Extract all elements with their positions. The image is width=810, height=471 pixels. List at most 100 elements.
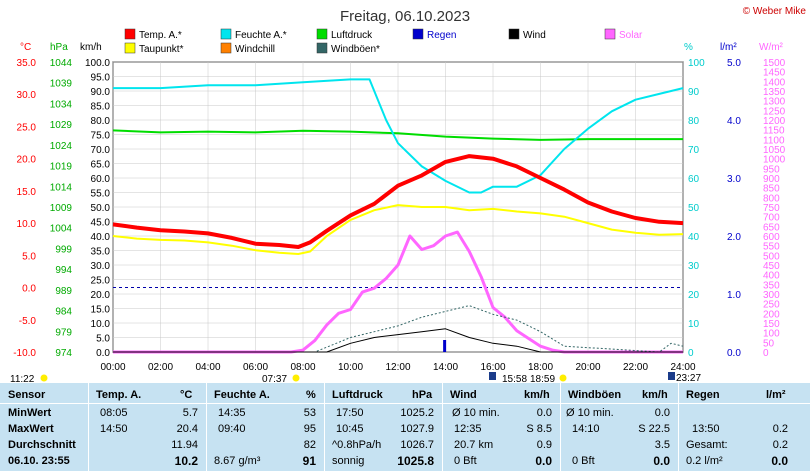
tick-wind: 60.0: [91, 174, 111, 185]
tick-solar: 250: [763, 300, 780, 311]
axis-unit-temp: °C: [20, 42, 31, 53]
wind-avg-value: 0.9: [536, 439, 552, 451]
tick-wind: 100.0: [85, 58, 110, 69]
tick-solar: 1500: [763, 58, 786, 69]
weather-chart: Freitag, 06.10.2023 © Weber Mike Temp. A…: [10, 6, 807, 383]
legend-label: Taupunkt*: [139, 44, 184, 55]
tick-pressure: 1019: [50, 162, 73, 173]
hum-absolute: 8.67 g/m³: [214, 455, 261, 467]
header-sensor: Sensor: [8, 389, 46, 401]
copyright-text: © Weber Mike: [743, 6, 807, 17]
tick-wind: 25.0: [91, 276, 111, 287]
rain-rate: 0.2 l/m²: [686, 455, 723, 467]
tick-temp: 30.0: [17, 90, 37, 101]
tick-humidity: 100: [688, 58, 705, 69]
tick-humidity: 20: [688, 290, 700, 301]
tick-solar: 200: [763, 309, 780, 320]
tick-pressure: 974: [55, 348, 72, 359]
tick-wind: 70.0: [91, 145, 111, 156]
tick-solar: 650: [763, 222, 780, 233]
chart-series: [112, 78, 684, 354]
tick-wind: 45.0: [91, 218, 111, 229]
sun-icon: [292, 374, 300, 382]
tick-rain: 3.0: [727, 174, 741, 185]
tick-pressure: 1009: [50, 203, 73, 214]
tick-humidity: 10: [688, 319, 700, 330]
tick-rain: 2.0: [727, 232, 741, 243]
axis-unit-rain: l/m²: [720, 42, 737, 53]
hum-max-time: 09:40: [218, 423, 246, 435]
legend-label: Wind: [523, 30, 546, 41]
row-label-min: MinWert: [8, 407, 52, 419]
temp-now-value: 10.2: [174, 454, 198, 468]
tick-solar: 1100: [763, 135, 785, 146]
tick-solar: 450: [763, 261, 780, 272]
time-mark-sun: 07:37: [262, 374, 287, 383]
legend-swatch: [604, 28, 616, 40]
tick-temp: 15.0: [17, 187, 37, 198]
series-taupunkt: [112, 204, 684, 255]
tick-solar: 900: [763, 174, 780, 185]
wind-bft: 0 Bft: [454, 455, 477, 467]
tick-humidity: 90: [688, 87, 700, 98]
rain-max-time: 13:50: [692, 423, 720, 435]
row-label-max: MaxWert: [8, 423, 54, 435]
tick-solar: 50: [763, 338, 775, 349]
header-wind: Wind: [450, 389, 477, 401]
series-windb-en: [113, 305, 684, 353]
tick-wind: 5.0: [96, 334, 110, 345]
tick-x: 06:00: [243, 362, 268, 373]
header-hum-unit: %: [306, 389, 316, 401]
tick-x: 00:00: [100, 362, 125, 373]
legend-swatch: [124, 42, 136, 54]
temp-max-value: 20.4: [176, 423, 198, 435]
tick-solar: 400: [763, 271, 780, 282]
tick-humidity: 80: [688, 116, 700, 127]
tick-temp: -10.0: [13, 348, 36, 359]
tick-wind: 40.0: [91, 232, 111, 243]
calendar-icon: [668, 372, 675, 380]
wind-max-time: 12:35: [454, 423, 482, 435]
tick-solar: 1050: [763, 145, 786, 156]
tick-temp: 20.0: [17, 155, 37, 166]
chart-axes: -10.0 -5.0 0.0 5.0 10.0 15.0 20.0 25.0 30.0 35.0 9…: [13, 58, 785, 373]
press-min-time: 17:50: [336, 407, 364, 419]
tick-pressure: 1024: [50, 141, 73, 152]
wind-now-value: 0.0: [535, 454, 552, 468]
wind-run: 20.7 km: [454, 439, 494, 451]
tick-pressure: 1029: [50, 120, 73, 131]
tick-x: 10:00: [338, 362, 363, 373]
gust-bft: 0 Bft: [572, 455, 595, 467]
tick-x: 18:00: [528, 362, 553, 373]
tick-humidity: 40: [688, 232, 700, 243]
gust-avg10-label: Ø 10 min.: [566, 407, 614, 419]
axis-unit-wind: km/h: [80, 42, 102, 53]
rain-total-value: 0.2: [772, 439, 788, 451]
statistics-table: Sensor Temp. A. °C Feuchte A. % Luftdruc…: [0, 383, 810, 471]
tick-x: 04:00: [195, 362, 220, 373]
rain-max-value: 0.2: [772, 423, 788, 435]
tick-wind: 50.0: [91, 203, 111, 214]
tick-solar: 150: [763, 319, 780, 330]
axis-unit-hum: %: [684, 42, 693, 53]
tick-solar: 1450: [763, 68, 786, 79]
tick-wind: 65.0: [91, 160, 111, 171]
header-press: Luftdruck: [332, 389, 383, 401]
tick-solar: 950: [763, 164, 780, 175]
temp-avg-value: 11.94: [171, 439, 198, 451]
tick-wind: 10.0: [91, 319, 111, 330]
time-mark-cal: 23:27: [676, 373, 701, 383]
temp-min-value: 5.7: [182, 407, 198, 419]
tick-humidity: 0: [688, 348, 694, 359]
gust-max-value: S 22.5: [638, 423, 670, 435]
tick-wind: 85.0: [91, 102, 111, 113]
tick-wind: 55.0: [91, 189, 111, 200]
tick-wind: 0.0: [96, 348, 110, 359]
rain-bar: [443, 340, 447, 352]
row-label-avg: Durchschnitt: [8, 439, 76, 451]
press-now-value: 1025.8: [397, 454, 434, 468]
tick-x: 20:00: [575, 362, 600, 373]
gust-max-time: 14:10: [572, 423, 600, 435]
rain-total-label: Gesamt:: [686, 439, 728, 451]
legend-label: Temp. A.*: [139, 30, 182, 41]
